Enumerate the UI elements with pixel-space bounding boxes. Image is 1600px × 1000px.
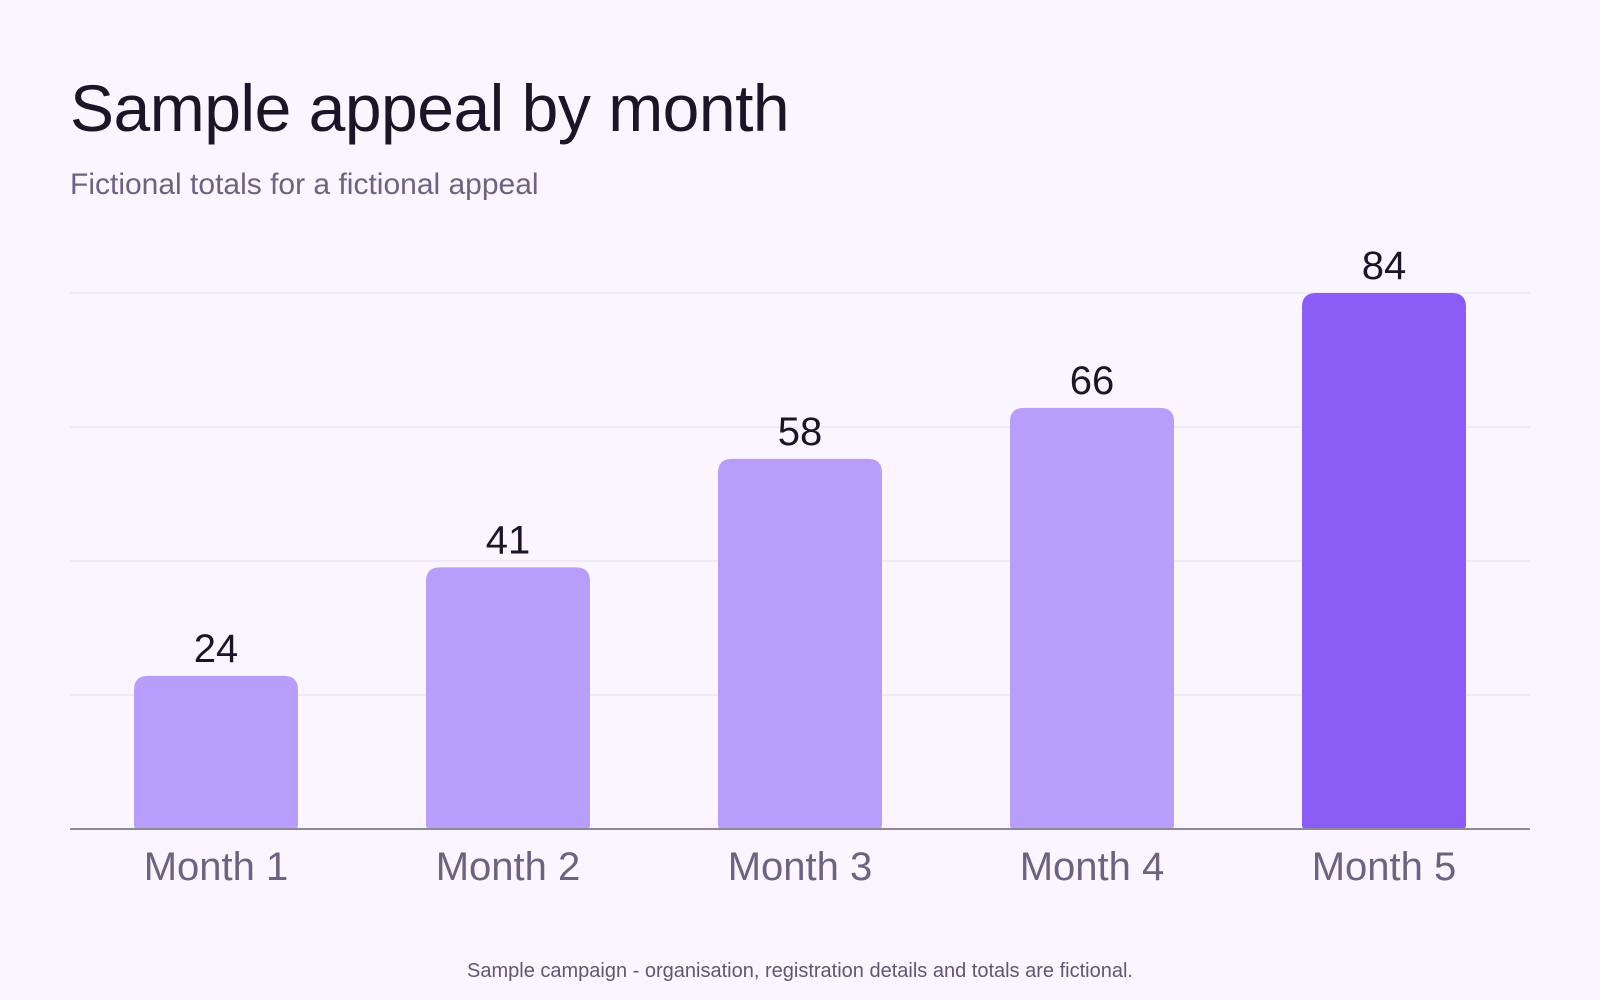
bar-group: [134, 293, 1466, 829]
footnote: Sample campaign - organisation, registra…: [467, 960, 1133, 982]
bar-value-label: 84: [1362, 244, 1407, 288]
bar-1: [134, 675, 298, 829]
bar-3: [718, 458, 882, 829]
bar-value-label: 58: [778, 410, 823, 454]
bar-value-label: 24: [194, 627, 239, 671]
category-label: Month 4: [1020, 845, 1165, 889]
chart-title: Sample appeal by month: [70, 71, 790, 145]
category-label: Month 3: [728, 845, 873, 889]
category-label: Month 2: [436, 845, 581, 889]
bar-5: [1302, 293, 1466, 829]
category-label: Month 1: [144, 845, 289, 889]
bar-2: [426, 567, 590, 829]
category-labels: Month 1 Month 2 Month 3 Month 4 Month 5: [144, 845, 1457, 889]
bar-value-label: 41: [486, 518, 531, 562]
category-label: Month 5: [1312, 845, 1457, 889]
value-labels: 24 41 58 66 84: [194, 244, 1407, 671]
bar-4: [1010, 407, 1174, 829]
bar-value-label: 66: [1070, 359, 1115, 403]
chart-subtitle: Fictional totals for a fictional appeal: [70, 168, 539, 201]
